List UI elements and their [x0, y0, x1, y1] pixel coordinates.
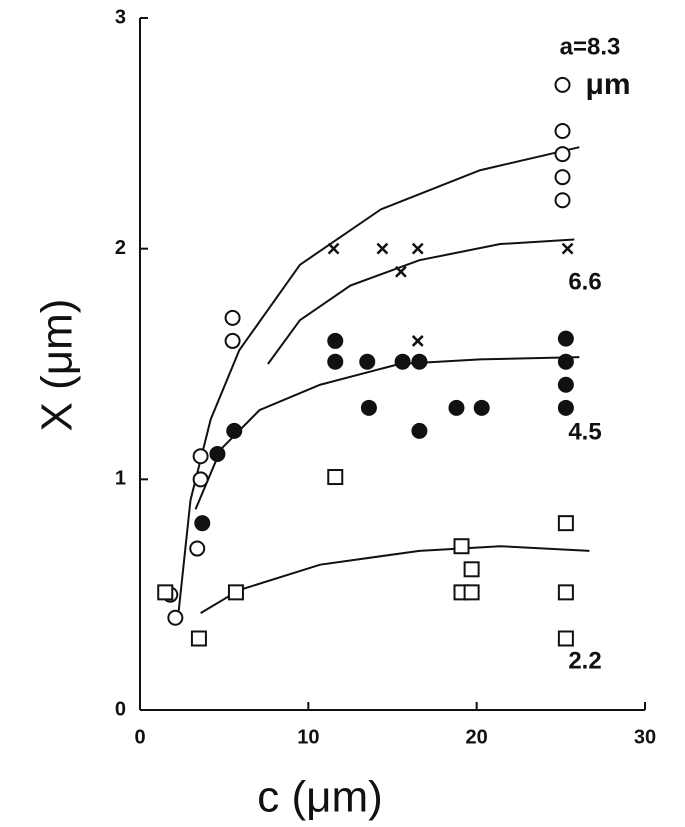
point [557, 515, 574, 532]
point [554, 123, 571, 140]
point [411, 335, 424, 347]
series-label: 6.6 [568, 268, 601, 295]
point [376, 242, 389, 255]
x-tick-label: 30 [634, 726, 656, 748]
y-axis-label: X (μm) [33, 299, 82, 432]
x-tick-label: 10 [297, 726, 319, 748]
fit-curve [267, 238, 575, 365]
x-tick-label: 0 [134, 726, 145, 748]
point [209, 445, 226, 462]
fit-curve [177, 146, 580, 611]
point [194, 515, 211, 532]
point [557, 584, 574, 601]
fit-curve [200, 545, 590, 614]
point [395, 265, 407, 278]
x-tick-label: 20 [466, 726, 488, 748]
point [327, 469, 344, 486]
series-label: a=8.3 [560, 33, 621, 60]
point [411, 353, 428, 370]
point [463, 561, 480, 578]
y-tick-label: 3 [115, 6, 126, 28]
point [190, 630, 207, 647]
point [327, 353, 344, 370]
point [463, 584, 480, 601]
point [554, 76, 571, 93]
point [227, 584, 244, 601]
point [557, 330, 574, 347]
point [554, 169, 571, 186]
point [224, 332, 241, 349]
point [453, 538, 470, 555]
series-label: 4.5 [568, 418, 601, 445]
point [359, 353, 376, 370]
point [189, 540, 206, 557]
y-tick-label: 1 [115, 468, 126, 490]
series-label: 2.2 [568, 647, 601, 674]
point [360, 399, 377, 416]
point [448, 399, 465, 416]
point [411, 242, 424, 255]
point [557, 399, 574, 416]
point [473, 399, 490, 416]
point [226, 422, 243, 439]
point [557, 376, 574, 393]
x-axis-label: c (μm) [257, 773, 383, 822]
point [224, 309, 241, 326]
point [554, 192, 571, 209]
point [557, 630, 574, 647]
point [554, 146, 571, 163]
point [557, 353, 574, 370]
y-tick-label: 2 [115, 237, 126, 259]
point [327, 332, 344, 349]
fit-curve [194, 356, 580, 510]
y-tick-label: 0 [115, 698, 126, 720]
point [411, 422, 428, 439]
point [394, 353, 411, 370]
point [192, 448, 209, 465]
point [327, 242, 340, 255]
point [561, 242, 574, 255]
point [192, 471, 209, 488]
unit-note: μm [585, 68, 630, 101]
point [167, 609, 184, 626]
point [157, 584, 174, 601]
